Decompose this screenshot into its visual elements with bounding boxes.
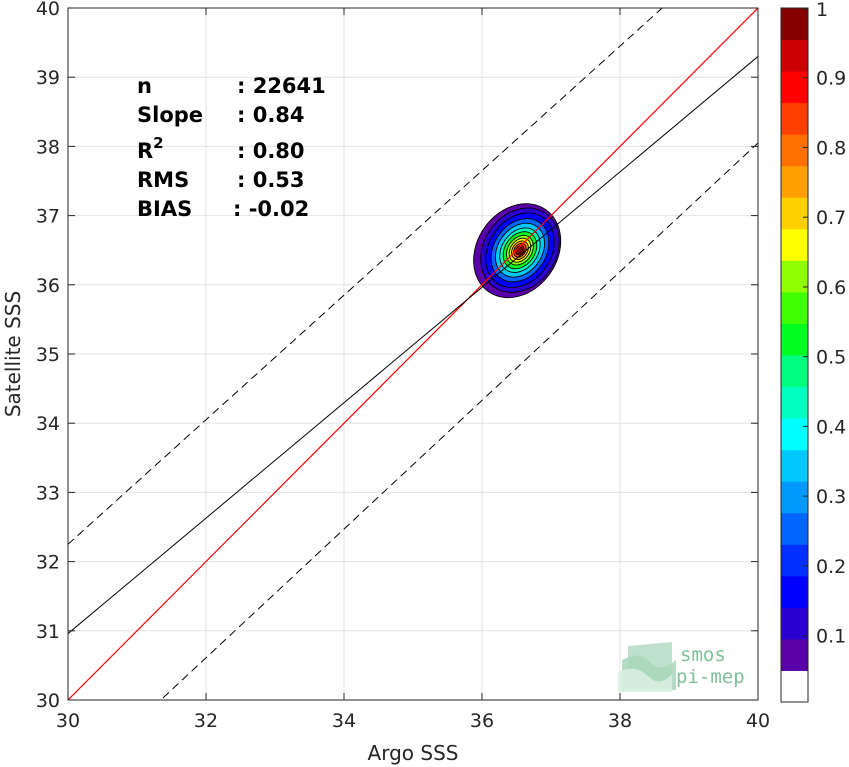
colorbar-tick-label: 0.4 xyxy=(816,416,846,438)
colorbar-tick-label: 0.3 xyxy=(816,486,846,508)
stat-value: : 0.80 xyxy=(237,139,305,163)
stat-label: n xyxy=(137,74,152,98)
colorbar-segment xyxy=(781,228,808,261)
y-tick-label: 38 xyxy=(36,136,60,158)
colorbar-segment xyxy=(781,8,808,41)
y-tick-label: 32 xyxy=(36,552,60,574)
colorbar-frame xyxy=(780,7,809,703)
colorbar-segment xyxy=(781,260,808,293)
density-contours xyxy=(473,203,562,299)
colorbar-segment xyxy=(781,607,808,640)
colorbar-segment xyxy=(781,418,808,451)
colorbar-segment xyxy=(781,670,808,703)
envelope-upper-line xyxy=(68,8,663,545)
logo-line2: pi-mep xyxy=(676,666,745,688)
colorbar-tick-label: 0.8 xyxy=(816,137,846,159)
colorbar-tick-label: 0.6 xyxy=(816,277,846,299)
y-tick-label: 36 xyxy=(36,275,60,297)
y-axis-label: Satellite SSS xyxy=(1,291,25,417)
x-tick-label: 36 xyxy=(470,710,494,732)
y-tick-label: 40 xyxy=(36,0,60,20)
colorbar-tick-label: 0.7 xyxy=(816,207,846,229)
logo-waves-icon xyxy=(618,642,676,692)
x-axis-ticks: 30 32 34 36 38 40 xyxy=(56,8,770,732)
stat-label: BIAS xyxy=(137,197,192,221)
colorbar-segment xyxy=(781,575,808,608)
x-tick-label: 30 xyxy=(56,710,80,732)
envelope-lower-line xyxy=(160,142,758,700)
y-tick-label: 35 xyxy=(36,344,60,366)
colorbar-segment xyxy=(781,544,808,577)
y-tick-label: 31 xyxy=(36,621,60,643)
colorbar-segment xyxy=(781,291,808,324)
colorbar-tick-label: 0.9 xyxy=(816,68,846,90)
colorbar-segment xyxy=(781,71,808,104)
stat-label: Slope xyxy=(137,103,203,127)
identity-line xyxy=(68,8,758,700)
colorbar-segment xyxy=(781,512,808,545)
y-axis-ticks: 30 31 32 33 34 35 36 37 38 39 40 xyxy=(36,0,758,712)
x-tick-label: 34 xyxy=(332,710,356,732)
x-tick-label: 40 xyxy=(746,710,770,732)
regression-line xyxy=(68,56,758,634)
x-tick-label: 38 xyxy=(608,710,632,732)
x-tick-label: 32 xyxy=(194,710,218,732)
fit-lines xyxy=(68,8,758,700)
stat-value: : 22641 xyxy=(237,74,326,98)
colorbar-tick-label: 0.5 xyxy=(816,347,846,369)
stat-label: RMS xyxy=(137,168,189,192)
colorbar-segment xyxy=(781,638,808,671)
y-tick-label: 34 xyxy=(36,413,60,435)
colorbar-segment xyxy=(781,355,808,388)
x-axis-label: Argo SSS xyxy=(368,741,459,765)
stat-value: : 0.84 xyxy=(237,103,305,127)
colorbar-segment xyxy=(781,386,808,419)
logo-line1: smos xyxy=(680,644,726,666)
colorbar-segment xyxy=(781,197,808,230)
colorbar-segment xyxy=(781,39,808,72)
colorbar: 0.1 0.2 0.3 0.4 0.5 0.6 0.7 0.8 0.9 1 xyxy=(780,0,846,703)
colorbar-segment xyxy=(781,134,808,167)
y-tick-label: 39 xyxy=(36,67,60,89)
y-tick-label: 37 xyxy=(36,206,60,228)
stat-value: : -0.02 xyxy=(233,197,309,221)
colorbar-segment xyxy=(781,449,808,482)
stat-value: : 0.53 xyxy=(237,168,305,192)
colorbar-tick-label: 1 xyxy=(816,0,828,21)
colorbar-segment xyxy=(781,165,808,198)
colorbar-segment xyxy=(781,323,808,356)
colorbar-tick-label: 0.2 xyxy=(816,556,846,578)
smos-pi-mep-logo: smos pi-mep xyxy=(618,642,745,692)
y-tick-label: 33 xyxy=(36,482,60,504)
colorbar-segment xyxy=(781,102,808,135)
colorbar-segment xyxy=(781,481,808,514)
y-tick-label: 30 xyxy=(36,690,60,712)
grid-lines xyxy=(67,7,759,701)
colorbar-tick-label: 0.1 xyxy=(816,626,846,648)
